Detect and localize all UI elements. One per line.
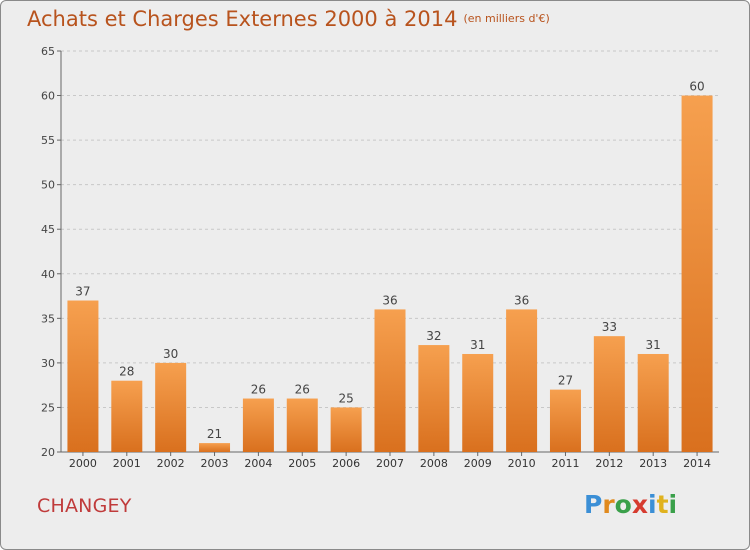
y-tick-label: 60 (41, 90, 55, 103)
bars (67, 95, 713, 453)
bar (681, 95, 713, 453)
bar (111, 380, 143, 452)
bar (67, 300, 99, 452)
x-tick-label: 2006 (332, 457, 360, 470)
data-label: 31 (646, 338, 661, 352)
logo-letter: o (614, 490, 632, 519)
x-tick-label: 2012 (595, 457, 623, 470)
y-tick-label: 20 (41, 446, 55, 459)
data-label: 27 (558, 374, 573, 388)
data-label: 36 (514, 293, 529, 307)
data-label: 32 (426, 329, 441, 343)
y-tick-label: 45 (41, 223, 55, 236)
bar (462, 353, 494, 452)
data-label: 26 (295, 383, 310, 397)
logo-letter: r (602, 490, 615, 519)
data-label: 30 (163, 347, 178, 361)
x-tick-label: 2003 (201, 457, 229, 470)
x-tick-label: 2007 (376, 457, 404, 470)
bar (242, 398, 274, 452)
data-label: 60 (689, 80, 704, 94)
x-tick-label: 2008 (420, 457, 448, 470)
y-tick-label: 25 (41, 401, 55, 414)
bar (155, 362, 187, 452)
x-tick-label: 2000 (69, 457, 97, 470)
logo-letter: P (584, 490, 603, 519)
y-tick-label: 50 (41, 179, 55, 192)
logo-letter: t (656, 490, 669, 519)
bar (199, 443, 231, 452)
logo-letter: i (668, 490, 678, 519)
data-label: 31 (470, 338, 485, 352)
x-tick-label: 2009 (464, 457, 492, 470)
commune-name: CHANGEY (37, 495, 132, 517)
bar (418, 345, 450, 452)
x-tick-label: 2010 (508, 457, 536, 470)
bar (330, 407, 362, 452)
bar (506, 309, 538, 452)
chart-subtitle: (en milliers d'€) (463, 12, 550, 25)
data-label: 36 (382, 293, 397, 307)
data-label: 26 (251, 383, 266, 397)
data-label: 21 (207, 427, 222, 441)
logo-letter: i (648, 490, 657, 519)
labels: 20 25 30 35 40 45 50 55 60 65 37 2000 28 2001 30 2002 21… (41, 45, 711, 470)
bar (374, 309, 406, 452)
x-tick-label: 2004 (244, 457, 272, 470)
x-tick-label: 2002 (157, 457, 185, 470)
proxiti-logo: Proxiti (584, 490, 677, 519)
x-tick-label: 2013 (639, 457, 667, 470)
data-label: 28 (119, 365, 134, 379)
y-tick-label: 30 (41, 357, 55, 370)
y-tick-label: 65 (41, 45, 55, 58)
x-tick-label: 2005 (288, 457, 316, 470)
title-text: Achats et Charges Externes 2000 à 2014 (27, 7, 458, 31)
y-tick-label: 40 (41, 268, 55, 281)
data-label: 25 (338, 391, 353, 405)
chart-title: Achats et Charges Externes 2000 à 2014 (e… (27, 7, 550, 31)
x-tick-label: 2001 (113, 457, 141, 470)
bar (637, 353, 669, 452)
logo-letter: x (631, 490, 648, 519)
y-tick-label: 55 (41, 134, 55, 147)
data-label: 37 (75, 285, 90, 299)
data-label: 33 (602, 320, 617, 334)
x-tick-label: 2014 (683, 457, 711, 470)
y-tick-label: 35 (41, 312, 55, 325)
bar (286, 398, 318, 452)
bar (549, 389, 581, 452)
bar (593, 336, 625, 452)
x-tick-label: 2011 (551, 457, 579, 470)
